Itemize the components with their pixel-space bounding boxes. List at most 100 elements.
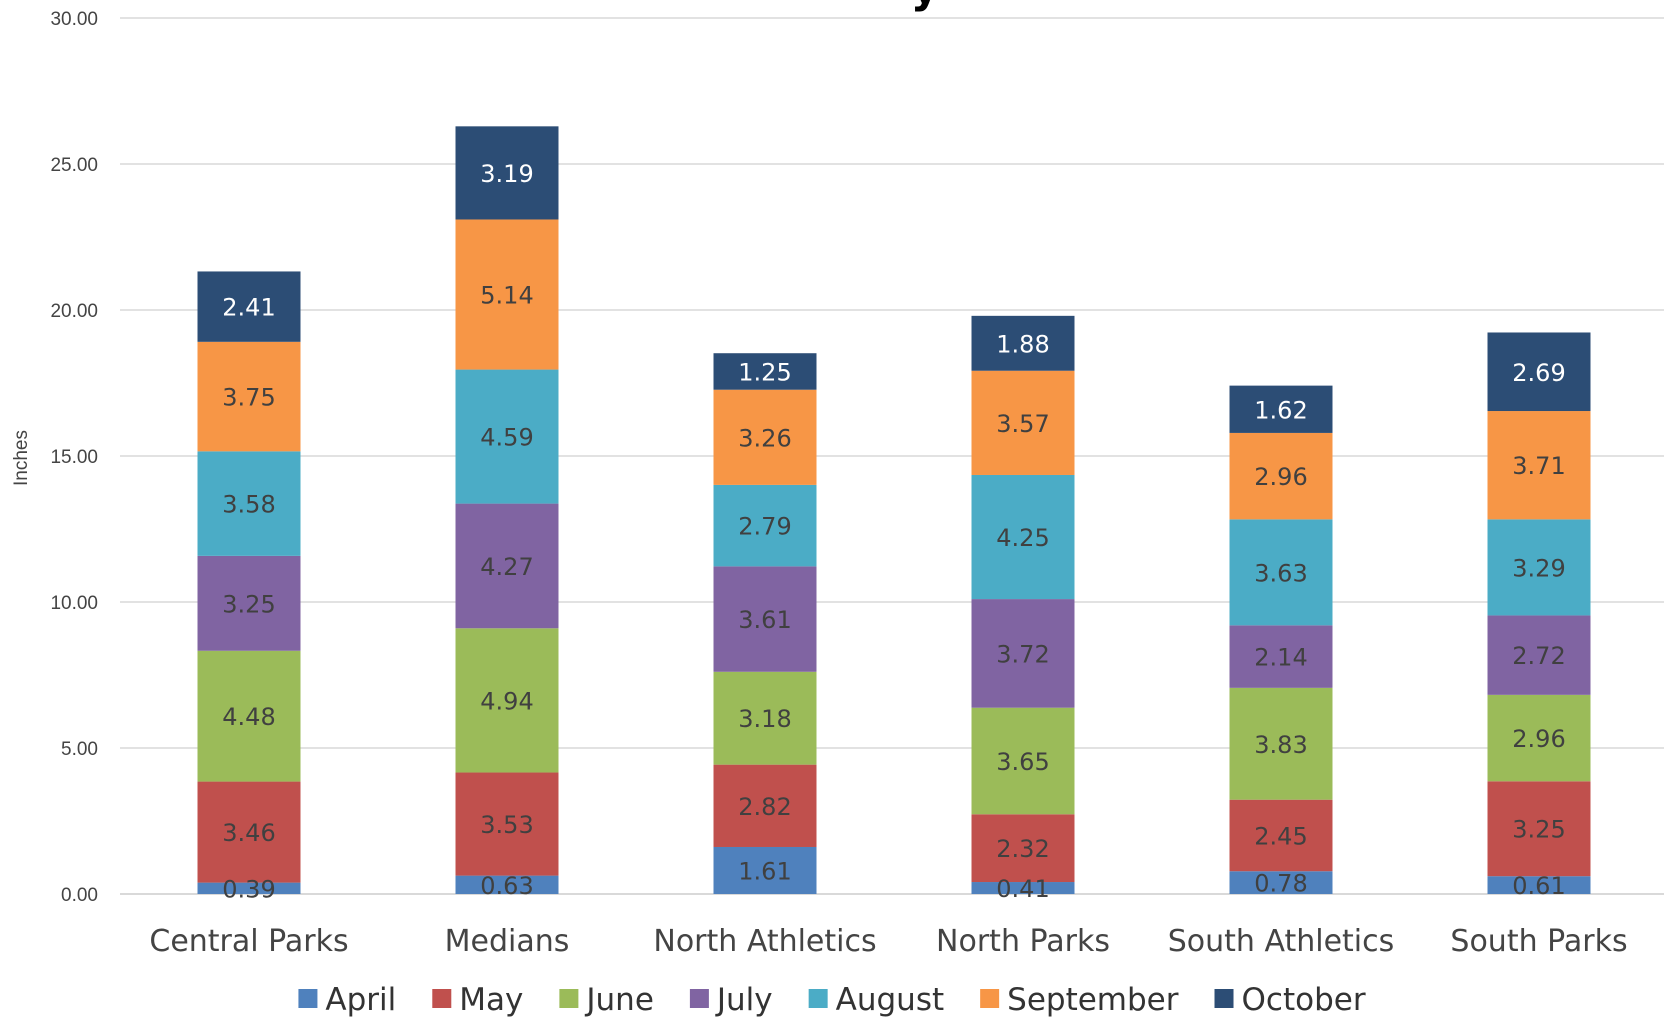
data-label: 5.14	[480, 282, 533, 310]
data-label: 2.32	[996, 835, 1049, 863]
x-tick-label: North Athletics	[653, 924, 876, 959]
bar-segment	[197, 555, 301, 651]
data-label: 2.96	[1512, 725, 1565, 753]
data-label: 2.82	[738, 793, 791, 821]
data-label: 4.59	[480, 424, 533, 452]
legend-item: September	[980, 982, 1179, 1018]
bar-segment	[455, 772, 559, 876]
data-label: 1.25	[738, 358, 791, 386]
y-axis-ticks: 0.00 5.00 10.00 15.00 20.00 25.00 30.00	[50, 9, 98, 906]
data-label: 0.63	[480, 872, 533, 900]
legend-label: June	[584, 982, 654, 1018]
data-label: 1.62	[1254, 396, 1307, 424]
data-label: 3.58	[222, 491, 275, 519]
data-label: 1.88	[996, 330, 1049, 358]
data-label: 3.19	[480, 160, 533, 188]
legend-swatch	[980, 989, 1000, 1008]
data-label: 4.27	[480, 553, 533, 581]
legend-item: August	[808, 982, 945, 1018]
bar-segment	[971, 707, 1075, 815]
legend-label: August	[836, 982, 945, 1018]
bar-segment	[1229, 385, 1333, 433]
data-label: 3.63	[1254, 559, 1307, 587]
y-tick-label: 5.00	[61, 739, 98, 760]
y-tick-label: 30.00	[50, 9, 98, 30]
legend-swatch	[1214, 989, 1234, 1008]
data-label: 2.14	[1254, 644, 1307, 672]
legend-label: October	[1242, 982, 1366, 1018]
bar-segment	[1229, 687, 1333, 800]
bar-segment	[971, 814, 1075, 883]
chart-title-fragment: y	[911, 0, 940, 13]
bar-segment	[971, 882, 1075, 894]
data-label: 3.29	[1512, 554, 1565, 582]
bar-segment	[1229, 871, 1333, 894]
bar-segment	[713, 566, 817, 672]
bar-segment	[713, 846, 817, 894]
data-label: 3.57	[996, 410, 1049, 438]
y-axis-label: Inches	[11, 430, 32, 486]
bar-segment	[1487, 411, 1591, 520]
data-label: 2.41	[222, 294, 275, 322]
bar-segment	[455, 126, 559, 220]
bar-segment	[971, 315, 1075, 371]
bar-segment	[455, 369, 559, 504]
bar-segment	[971, 599, 1075, 708]
data-label: 4.25	[996, 524, 1049, 552]
data-label: 3.53	[480, 811, 533, 839]
x-tick-label: Medians	[445, 924, 570, 959]
legend-swatch	[298, 989, 318, 1008]
data-label: 2.72	[1512, 642, 1565, 670]
legend-item: May	[432, 982, 523, 1018]
bar-segment	[1229, 799, 1333, 872]
bar-segment	[971, 474, 1075, 600]
bar-segment	[713, 389, 817, 485]
data-label: 0.61	[1512, 872, 1565, 900]
legend-item: October	[1214, 982, 1366, 1018]
data-label: 3.65	[996, 748, 1049, 776]
data-label: 3.72	[996, 640, 1049, 668]
legend-item: April	[298, 982, 396, 1018]
legend-label: July	[715, 982, 773, 1018]
bar-segment	[713, 764, 817, 847]
bar-segment	[1487, 519, 1591, 616]
legend-swatch	[559, 989, 579, 1008]
data-label: 3.25	[222, 590, 275, 618]
legend-swatch	[808, 989, 828, 1008]
bar-segment	[713, 353, 817, 390]
bar-segment	[1487, 876, 1591, 894]
bar-segment	[1487, 615, 1591, 695]
bar-segment	[1229, 432, 1333, 520]
y-tick-label: 15.00	[50, 447, 98, 468]
y-tick-label: 10.00	[50, 593, 98, 614]
data-label: 2.96	[1254, 463, 1307, 491]
data-label: 3.61	[738, 606, 791, 634]
bar-segment	[455, 875, 559, 894]
data-label: 3.46	[222, 819, 275, 847]
data-label: 0.39	[222, 875, 275, 903]
legend-swatch	[432, 989, 452, 1008]
x-tick-label: Central Parks	[149, 924, 348, 959]
legend-item: June	[559, 982, 654, 1018]
data-label: 4.48	[222, 703, 275, 731]
x-tick-label: South Parks	[1450, 924, 1627, 959]
data-label: 3.26	[738, 424, 791, 452]
data-label: 1.61	[738, 857, 791, 885]
bar-segment	[455, 628, 559, 773]
data-label: 2.79	[738, 513, 791, 541]
y-tick-label: 25.00	[50, 155, 98, 176]
data-label: 4.94	[480, 687, 533, 715]
bar-segment	[713, 671, 817, 765]
legend-label: May	[459, 982, 523, 1018]
y-tick-label: 0.00	[61, 885, 98, 906]
legend: April May June July August September October	[298, 982, 1366, 1018]
bar-segment	[197, 341, 301, 452]
data-label: 2.69	[1512, 359, 1565, 387]
bar-segment	[197, 781, 301, 883]
data-label: 3.25	[1512, 816, 1565, 844]
bar-segment	[1487, 694, 1591, 782]
legend-label: April	[325, 982, 396, 1018]
bar-segment	[1487, 781, 1591, 877]
bar-segment	[713, 484, 817, 567]
bars	[197, 126, 1591, 894]
